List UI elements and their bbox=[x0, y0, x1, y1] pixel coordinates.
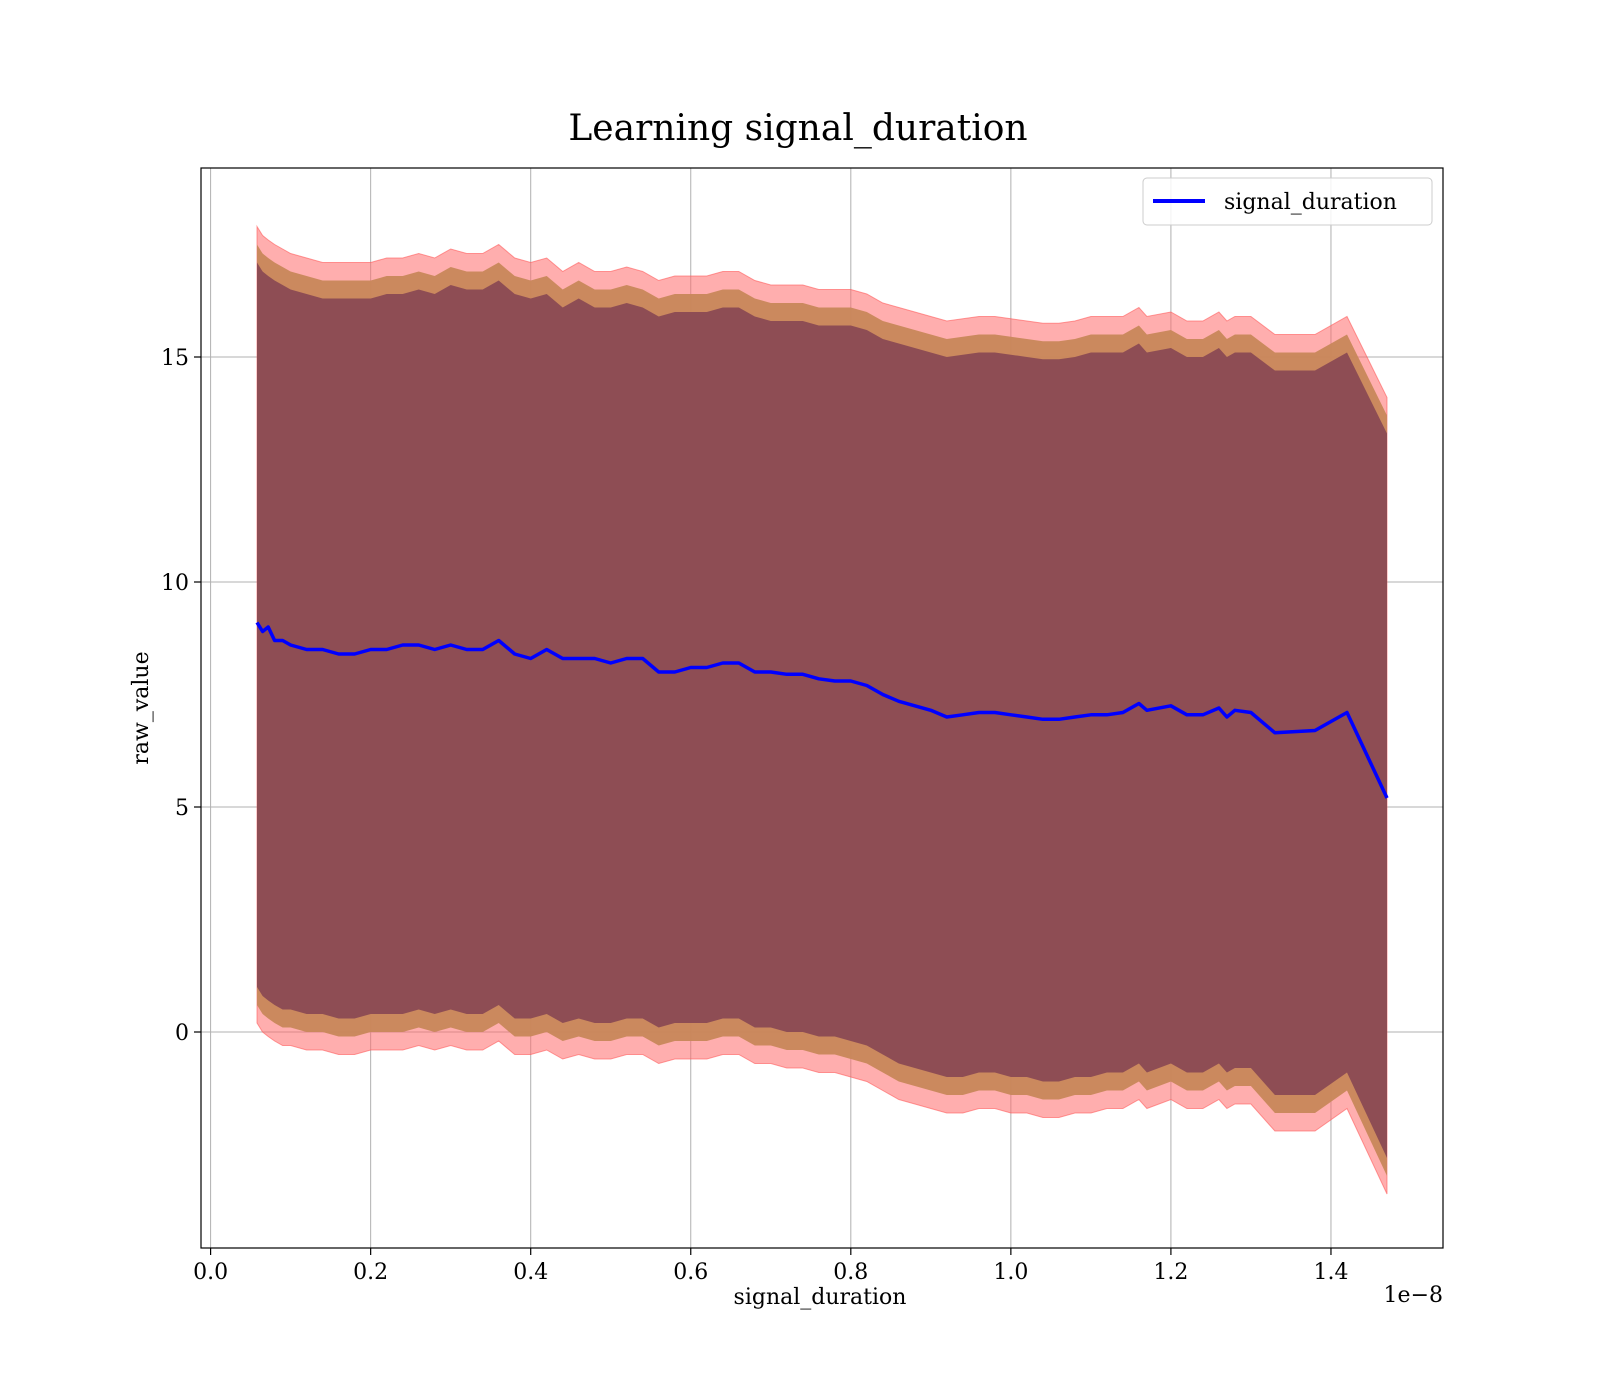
legend: signal_duration bbox=[1142, 177, 1433, 226]
y-axis-ticks: 0 5 10 15 bbox=[161, 346, 201, 1046]
x-axis-offset-label: 1e−8 bbox=[1384, 1283, 1443, 1308]
plot-area-frame bbox=[200, 167, 1444, 1249]
x-tick-label: 0.6 bbox=[673, 1260, 708, 1285]
series-lines bbox=[255, 621, 1389, 799]
x-tick-label: 0.4 bbox=[513, 1260, 548, 1285]
confidence-bands bbox=[256, 224, 1388, 1195]
x-axis-ticks: 0.0 0.2 0.4 0.6 0.8 1.0 1.2 1.4 bbox=[193, 1248, 1348, 1285]
y-tick-label: 10 bbox=[161, 571, 189, 596]
x-tick-label: 1.4 bbox=[1313, 1260, 1348, 1285]
x-tick-label: 1.2 bbox=[1153, 1260, 1188, 1285]
legend-label: signal_duration bbox=[1224, 190, 1397, 215]
series-line-signal-duration bbox=[255, 621, 1389, 799]
x-axis-label: signal_duration bbox=[734, 1285, 907, 1310]
x-tick-label: 0.0 bbox=[193, 1260, 228, 1285]
x-tick-label: 1.0 bbox=[993, 1260, 1028, 1285]
legend-box bbox=[1142, 177, 1433, 226]
y-tick-label: 15 bbox=[161, 346, 189, 371]
band-inner bbox=[257, 262, 1387, 1158]
x-tick-label: 0.2 bbox=[353, 1260, 388, 1285]
y-axis-label: raw_value bbox=[129, 651, 154, 764]
y-tick-label: 5 bbox=[175, 796, 189, 821]
x-tick-label: 0.8 bbox=[833, 1260, 868, 1285]
y-tick-label: 0 bbox=[175, 1021, 189, 1046]
chart-title: Learning signal_duration bbox=[568, 108, 1027, 149]
